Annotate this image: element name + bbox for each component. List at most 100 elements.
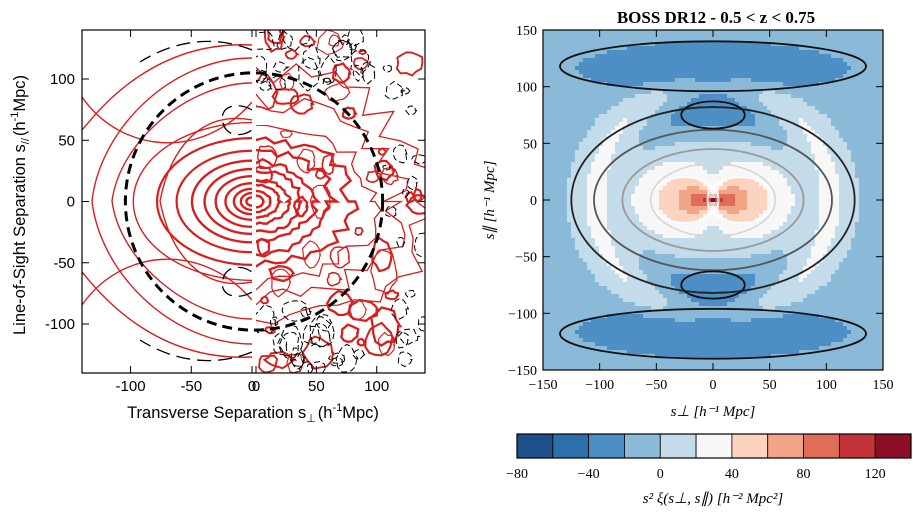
heatmap-cell xyxy=(715,38,720,43)
heatmap-cell xyxy=(663,122,668,127)
heatmap-cell xyxy=(547,282,552,287)
heatmap-cell xyxy=(571,258,576,263)
heatmap-cell xyxy=(623,126,628,131)
heatmap-cell xyxy=(595,346,600,351)
heatmap-cell xyxy=(723,34,728,39)
heatmap-cell xyxy=(671,246,676,251)
heatmap-cell xyxy=(743,342,748,347)
heatmap-cell xyxy=(751,362,756,367)
heatmap-cell xyxy=(607,274,612,279)
heatmap-cell xyxy=(643,90,648,95)
heatmap-cell xyxy=(711,278,716,283)
heatmap-cell xyxy=(663,166,668,171)
heatmap-cell xyxy=(675,170,680,175)
heatmap-cell xyxy=(675,142,680,147)
heatmap-cell xyxy=(615,306,620,311)
heatmap-cell xyxy=(643,306,648,311)
heatmap-cell xyxy=(575,74,580,79)
heatmap-cell xyxy=(583,294,588,299)
measured-contour-ring xyxy=(256,136,360,268)
heatmap-cell xyxy=(635,74,640,79)
heatmap-cell xyxy=(599,298,604,303)
heatmap-cell xyxy=(639,362,644,367)
heatmap-cell xyxy=(675,362,680,367)
heatmap-cell xyxy=(655,242,660,247)
heatmap-cell xyxy=(703,154,708,159)
heatmap-cell xyxy=(619,62,624,67)
heatmap-cell xyxy=(711,310,716,315)
heatmap-cell xyxy=(719,286,724,291)
heatmap-cell xyxy=(679,334,684,339)
heatmap-cell xyxy=(575,322,580,327)
measured-negative-contour xyxy=(331,39,353,58)
heatmap-cell xyxy=(731,146,736,151)
heatmap-cell xyxy=(611,106,616,111)
heatmap-cell xyxy=(631,338,636,343)
heatmap-cell xyxy=(627,306,632,311)
heatmap-cell xyxy=(767,126,772,131)
heatmap-cell xyxy=(623,162,628,167)
heatmap-cell xyxy=(683,66,688,71)
heatmap-cell xyxy=(607,294,612,299)
heatmap-cell xyxy=(571,94,576,99)
heatmap-cell xyxy=(631,90,636,95)
heatmap-cell xyxy=(571,150,576,155)
heatmap-cell xyxy=(719,58,724,63)
heatmap-cell xyxy=(611,210,616,215)
heatmap-cell xyxy=(627,358,632,363)
heatmap-cell xyxy=(743,298,748,303)
heatmap-cell xyxy=(551,218,556,223)
heatmap-cell xyxy=(571,122,576,127)
heatmap-cell xyxy=(587,166,592,171)
heatmap-cell xyxy=(603,90,608,95)
heatmap-cell xyxy=(659,294,664,299)
heatmap-cell xyxy=(699,38,704,43)
heatmap-cell xyxy=(575,254,580,259)
heatmap-cell xyxy=(591,90,596,95)
heatmap-cell xyxy=(547,102,552,107)
heatmap-cell xyxy=(731,246,736,251)
heatmap-cell xyxy=(691,98,696,103)
heatmap-cell xyxy=(571,170,576,175)
heatmap-cell xyxy=(727,158,732,163)
heatmap-cell xyxy=(739,122,744,127)
heatmap-cell xyxy=(603,178,608,183)
heatmap-cell xyxy=(743,226,748,231)
heatmap-cell xyxy=(743,154,748,159)
heatmap-cell xyxy=(555,306,560,311)
heatmap-cell xyxy=(555,90,560,95)
heatmap-cell xyxy=(647,50,652,55)
heatmap-cell xyxy=(567,350,572,355)
heatmap-cell xyxy=(603,118,608,123)
heatmap-cell xyxy=(739,38,744,43)
heatmap-cell xyxy=(651,58,656,63)
heatmap-cell xyxy=(599,106,604,111)
heatmap-cell xyxy=(611,302,616,307)
heatmap-cell xyxy=(579,222,584,227)
heatmap-cell xyxy=(567,274,572,279)
heatmap-cell xyxy=(683,210,688,215)
heatmap-cell xyxy=(583,178,588,183)
heatmap-cell xyxy=(699,194,704,199)
heatmap-cell xyxy=(723,286,728,291)
measured-contour-blob xyxy=(262,350,298,370)
heatmap-cell xyxy=(747,190,752,195)
heatmap-cell xyxy=(727,250,732,255)
heatmap-cell xyxy=(687,38,692,43)
heatmap-cell xyxy=(615,134,620,139)
heatmap-cell xyxy=(679,206,684,211)
heatmap-cell xyxy=(687,346,692,351)
heatmap-cell xyxy=(599,230,604,235)
heatmap-cell xyxy=(543,330,548,335)
heatmap-cell xyxy=(599,114,604,119)
heatmap-cell xyxy=(595,118,600,123)
measured-negative-contour xyxy=(360,61,376,85)
heatmap-cell xyxy=(747,58,752,63)
heatmap-cell xyxy=(731,150,736,155)
heatmap-cell xyxy=(603,166,608,171)
heatmap-cell xyxy=(663,346,668,351)
heatmap-cell xyxy=(667,170,672,175)
heatmap-cell xyxy=(711,74,716,79)
heatmap-cell xyxy=(567,74,572,79)
heatmap-cell xyxy=(695,62,700,67)
